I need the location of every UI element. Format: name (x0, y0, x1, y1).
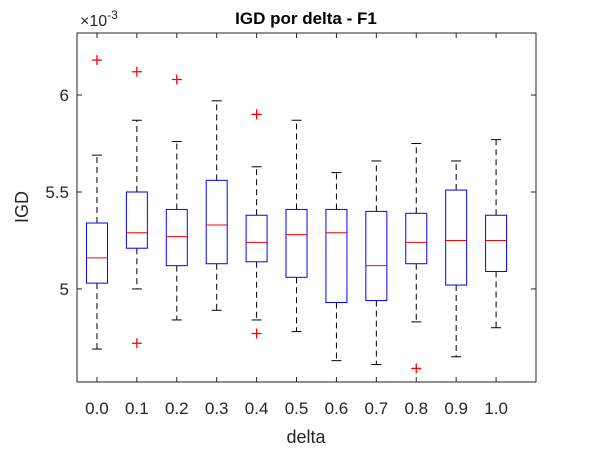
outlier-marker (251, 109, 262, 120)
x-tick-label: 0.1 (125, 399, 149, 418)
outlier-marker (131, 66, 142, 77)
box-iqr (405, 212, 428, 265)
y-tick-label: 5.5 (45, 183, 69, 202)
y-tick-label: 6 (60, 86, 69, 105)
box-iqr (285, 208, 308, 278)
outlier-marker (171, 74, 182, 85)
box-iqr (445, 189, 468, 286)
outlier-marker (91, 55, 102, 66)
y-tick-label: 5 (60, 280, 69, 299)
x-axis-label: delta (286, 427, 326, 447)
chart-marks: 5 5.5 6 0.0 0.1 0.2 0.3 0.4 0.5 0.6 0.7 0.8 0.9 1.0 (45, 33, 536, 418)
x-tick-label: 0.0 (85, 399, 109, 418)
y-exponent-label: ×10-3 (80, 8, 118, 30)
chart-title: IGD por delta - F1 (235, 9, 377, 28)
outlier-marker (251, 328, 262, 339)
x-tick-label: 0.6 (325, 399, 349, 418)
plot-area (76, 32, 537, 383)
box-iqr (205, 179, 228, 265)
x-tick-label: 0.5 (285, 399, 309, 418)
x-tick-label: 0.4 (245, 399, 269, 418)
y-axis-label: IGD (12, 191, 32, 223)
x-tick-label: 0.9 (444, 399, 468, 418)
outlier-marker (411, 363, 422, 374)
box-iqr (165, 208, 188, 267)
box-iqr (485, 214, 508, 272)
x-tick-label: 0.8 (404, 399, 428, 418)
box-iqr (85, 222, 108, 284)
box-iqr (365, 210, 388, 302)
outlier-marker (131, 338, 142, 349)
x-tick-label: 1.0 (484, 399, 508, 418)
x-tick-label: 0.3 (205, 399, 229, 418)
x-tick-label: 0.7 (365, 399, 389, 418)
x-tick-label: 0.2 (165, 399, 189, 418)
box-iqr (125, 191, 148, 249)
box-iqr (245, 214, 268, 263)
box-iqr (325, 208, 348, 304)
